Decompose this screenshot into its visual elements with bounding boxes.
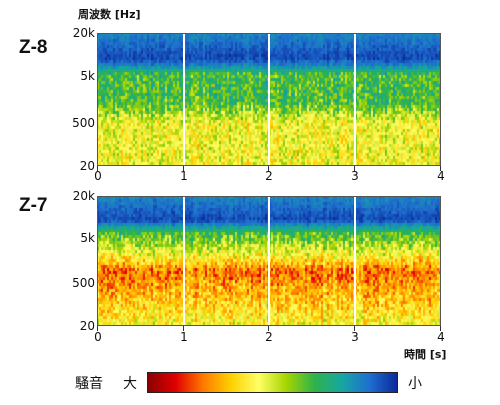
p2-ytick-500: 500 (72, 276, 95, 290)
p1-xmark-0 (97, 166, 98, 171)
x-axis-unit: 時間 [s] (404, 348, 447, 361)
p1-xmark-2 (268, 166, 269, 171)
p1-ytick-5k: 5k (80, 69, 95, 83)
p1-xmark-1 (183, 166, 184, 171)
p2-xmark-4 (440, 326, 441, 331)
legend-title: 騒音 (75, 376, 103, 392)
noise-colorbar (147, 372, 398, 393)
p1-xmark-3 (354, 166, 355, 171)
p2-xmark-1 (183, 326, 184, 331)
p2-xtick-0: 0 (94, 330, 102, 344)
p2-ytick-5k: 5k (80, 231, 95, 245)
p2-xtick-3: 3 (351, 330, 359, 344)
p2-ytick-20: 20 (79, 319, 95, 333)
p1-ytick-500: 500 (72, 116, 95, 130)
legend-low-label: 小 (408, 376, 422, 392)
p1-xtick-0: 0 (94, 169, 102, 183)
time-marker-2s (268, 33, 270, 166)
p2-xmark-0 (97, 326, 98, 331)
time-marker-1s (183, 196, 185, 326)
p1-xtick-2: 2 (265, 169, 273, 183)
p1-xtick-4: 4 (437, 169, 445, 183)
panel-label-z7: Z-7 (19, 195, 48, 216)
p1-ytick-20: 20 (79, 159, 95, 173)
time-marker-3s (354, 33, 356, 166)
p2-xtick-2: 2 (265, 330, 273, 344)
spectrogram-z7 (97, 196, 441, 326)
p1-xtick-1: 1 (180, 169, 188, 183)
p2-xtick-4: 4 (437, 330, 445, 344)
p2-xmark-2 (268, 326, 269, 331)
time-marker-3s (354, 196, 356, 326)
p2-xmark-3 (354, 326, 355, 331)
p2-xtick-1: 1 (180, 330, 188, 344)
p1-xmark-4 (440, 166, 441, 171)
p2-ytick-20k: 20k (72, 189, 95, 203)
spectrogram-z8 (97, 33, 441, 166)
panel-label-z8: Z-8 (19, 37, 48, 58)
time-marker-2s (268, 196, 270, 326)
legend-high-label: 大 (123, 376, 137, 392)
p1-ytick-20k: 20k (72, 26, 95, 40)
p1-xtick-3: 3 (351, 169, 359, 183)
time-marker-1s (183, 33, 185, 166)
y-axis-unit: 周波数 [Hz] (78, 8, 141, 21)
